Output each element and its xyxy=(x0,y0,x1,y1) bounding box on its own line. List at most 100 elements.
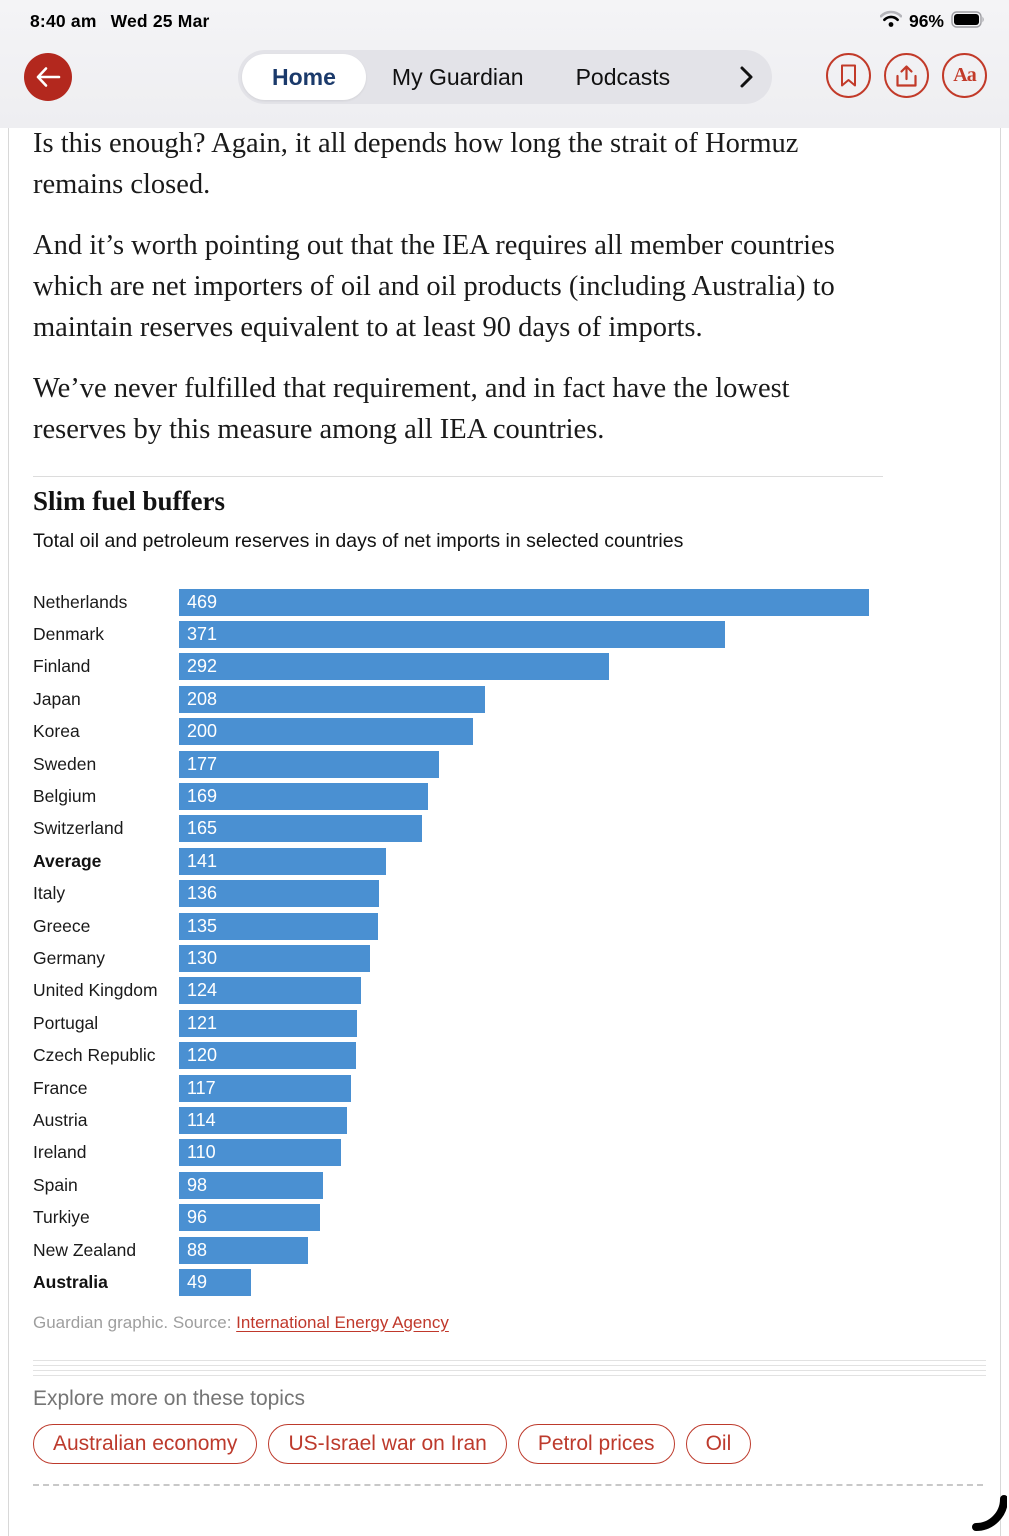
text-size-button[interactable]: Aa xyxy=(942,53,987,98)
chart-bar-track: 208 xyxy=(179,685,869,713)
chart-bar-track: 98 xyxy=(179,1171,869,1199)
chart-bar: 177 xyxy=(179,750,440,778)
navigation-bar: Home My Guardian Podcasts xyxy=(0,44,1009,118)
chart-row: Australia 49 xyxy=(33,1266,1000,1298)
chart-row: Germany 130 xyxy=(33,942,1000,974)
topic-pill-oil[interactable]: Oil xyxy=(685,1423,752,1464)
chart-bar-track: 177 xyxy=(179,750,869,778)
chart-bar-track: 371 xyxy=(179,621,869,649)
chart-bar: 114 xyxy=(179,1106,347,1134)
chart-row: Italy 136 xyxy=(33,878,1000,910)
wifi-icon xyxy=(879,10,903,33)
status-time-date: 8:40 am Wed 25 Mar xyxy=(30,11,210,32)
chart-row: Finland 292 xyxy=(33,651,1000,683)
chart-bar: 165 xyxy=(179,815,422,843)
topic-pill-petrol-prices[interactable]: Petrol prices xyxy=(517,1423,675,1464)
topic-pill-us-israel-war-on-iran[interactable]: US-Israel war on Iran xyxy=(268,1423,507,1464)
chart-bar: 200 xyxy=(179,718,474,746)
chart-bar: 141 xyxy=(179,847,387,875)
tab-podcasts[interactable]: Podcasts xyxy=(575,63,671,90)
clock-time: 8:40 am xyxy=(30,11,97,31)
chart-bar: 292 xyxy=(179,653,609,681)
chart-row: Sweden 177 xyxy=(33,748,1000,780)
chart-row: Spain 98 xyxy=(33,1169,1000,1201)
article-card: Is this enough? Again, it all depends ho… xyxy=(8,128,1001,1536)
chart-row: Greece 135 xyxy=(33,910,1000,942)
topic-pills: Australian economy US-Israel war on Iran… xyxy=(33,1423,1000,1464)
chart-bar: 49 xyxy=(179,1268,252,1296)
chart-category-label: France xyxy=(33,1077,88,1098)
chart-bar-track: 120 xyxy=(179,1042,869,1070)
chart-bar-track: 292 xyxy=(179,653,869,681)
chart-bar: 88 xyxy=(179,1236,309,1264)
chart-bar-value: 124 xyxy=(187,980,218,1001)
chart-bar-value: 141 xyxy=(187,850,218,871)
chart-bar-value: 469 xyxy=(187,591,218,612)
chart-row: Turkiye 96 xyxy=(33,1201,1000,1233)
section-divider xyxy=(33,476,883,477)
chart-row: United Kingdom 124 xyxy=(33,975,1000,1007)
chart-bar: 110 xyxy=(179,1139,341,1167)
text-size-icon: Aa xyxy=(953,64,976,86)
chart-bar: 208 xyxy=(179,685,485,713)
chart-row: Czech Republic 120 xyxy=(33,1039,1000,1071)
chart-bar-track: 136 xyxy=(179,880,869,908)
chart-category-label: United Kingdom xyxy=(33,980,158,1001)
status-indicators: 96% xyxy=(879,10,985,33)
chart-bar-value: 114 xyxy=(187,1109,216,1130)
chart-bar-track: 49 xyxy=(179,1268,869,1296)
back-button[interactable] xyxy=(24,53,72,101)
chevron-right-icon xyxy=(740,66,753,88)
topic-pill-australian-economy[interactable]: Australian economy xyxy=(33,1423,258,1464)
share-icon xyxy=(896,64,917,87)
tab-bar: Home My Guardian Podcasts xyxy=(238,50,772,104)
chart-row: Korea 200 xyxy=(33,716,1000,748)
chart-row: Netherlands 469 xyxy=(33,586,1000,618)
chart-category-label: Denmark xyxy=(33,624,104,645)
chart-category-label: Germany xyxy=(33,947,105,968)
chart-row: Austria 114 xyxy=(33,1104,1000,1136)
app-header: 8:40 am Wed 25 Mar 96% xyxy=(0,0,1009,128)
chart-row: Japan 208 xyxy=(33,683,1000,715)
chart-bar: 96 xyxy=(179,1204,321,1232)
chart-bar-value: 117 xyxy=(187,1077,216,1098)
chart-title: Slim fuel buffers xyxy=(33,486,225,516)
chart-bar-track: 110 xyxy=(179,1139,869,1167)
chart-bar: 117 xyxy=(179,1074,352,1102)
chart-bar-track: 200 xyxy=(179,718,869,746)
battery-icon xyxy=(951,10,985,33)
share-button[interactable] xyxy=(884,53,929,98)
chart-bar: 98 xyxy=(179,1171,324,1199)
chart-bar-value: 135 xyxy=(187,915,218,936)
tabs-more-button[interactable] xyxy=(739,65,754,89)
article-body: Is this enough? Again, it all depends ho… xyxy=(33,128,1000,450)
source-link[interactable]: International Energy Agency xyxy=(236,1312,449,1332)
chart-category-label: Turkiye xyxy=(33,1207,90,1228)
chart-bar-value: 169 xyxy=(187,786,218,807)
source-prefix: Guardian graphic. Source: xyxy=(33,1312,237,1332)
tab-home[interactable]: Home xyxy=(242,54,366,100)
battery-percent: 96% xyxy=(908,11,944,31)
chart-bar-track: 117 xyxy=(179,1074,869,1102)
chart-bar-track: 135 xyxy=(179,912,869,940)
footer-divider xyxy=(33,1359,986,1376)
status-date: Wed 25 Mar xyxy=(110,11,210,31)
chart-category-label: Average xyxy=(33,850,102,871)
chart-category-label: Ireland xyxy=(33,1142,87,1163)
article-paragraph: And it’s worth pointing out that the IEA… xyxy=(33,230,835,343)
chart-category-label: Portugal xyxy=(33,1012,99,1033)
chart-category-label: Australia xyxy=(33,1271,108,1292)
chart-source: Guardian graphic. Source: International … xyxy=(33,1313,1000,1333)
bar-chart: Netherlands 469 Denmark 371 Finland 292 Japan 2… xyxy=(33,586,1000,1299)
chart-bar-value: 165 xyxy=(187,818,218,839)
chart-bar-value: 98 xyxy=(187,1174,208,1195)
bookmark-button[interactable] xyxy=(826,53,871,98)
chart-bar-value: 121 xyxy=(187,1012,218,1033)
tab-my-guardian[interactable]: My Guardian xyxy=(391,63,524,90)
chart-bar: 371 xyxy=(179,621,725,649)
chart-category-label: Japan xyxy=(33,688,81,709)
explore-topics-label: Explore more on these topics xyxy=(33,1386,305,1410)
chart-bar-track: 121 xyxy=(179,1009,869,1037)
chart-bar-value: 88 xyxy=(187,1239,208,1260)
